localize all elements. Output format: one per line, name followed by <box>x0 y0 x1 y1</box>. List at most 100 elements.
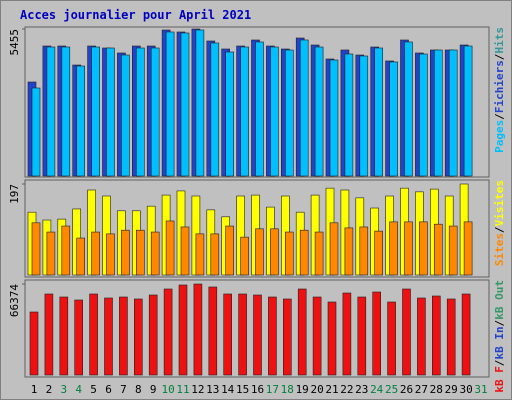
bar <box>165 220 175 276</box>
x-tick-label: 26 <box>400 383 413 396</box>
x-tick-label: 10 <box>161 383 174 396</box>
x-tick-label: 21 <box>325 383 338 396</box>
bar <box>404 41 413 177</box>
x-tick-label: 17 <box>266 383 279 396</box>
x-tick-label: 1 <box>31 383 38 396</box>
bar <box>104 297 113 376</box>
bar <box>255 228 264 276</box>
bar <box>282 298 292 376</box>
bar <box>210 233 220 276</box>
bar <box>284 231 294 276</box>
bar <box>268 296 277 376</box>
bar <box>238 293 247 376</box>
bar <box>76 65 85 177</box>
bar <box>89 293 98 376</box>
legend-entry: kB F <box>493 366 506 393</box>
bar <box>119 296 128 376</box>
x-tick-label: 4 <box>75 383 82 396</box>
bar <box>46 231 56 276</box>
bar <box>359 55 369 177</box>
x-tick-label: 6 <box>105 383 112 396</box>
x-tick-label: 25 <box>385 383 398 396</box>
bar <box>44 293 54 376</box>
bar <box>240 236 249 276</box>
bar <box>121 229 130 276</box>
bar <box>136 47 145 177</box>
bar <box>327 301 337 376</box>
bar <box>106 47 115 177</box>
bar <box>148 294 158 376</box>
legend: Pages/Fichiers/Hits <box>493 27 506 153</box>
bar <box>255 41 264 177</box>
bar <box>357 296 367 376</box>
x-tick-label: 3 <box>60 383 67 396</box>
bar <box>61 225 71 276</box>
bar <box>61 46 71 177</box>
y-tick-label: 66374 <box>8 284 21 317</box>
bar <box>433 49 443 177</box>
legend-entry: Visites <box>493 180 506 226</box>
bar <box>29 311 39 376</box>
bar <box>463 45 473 177</box>
x-tick-label: 8 <box>135 383 142 396</box>
bar <box>165 31 175 177</box>
bar <box>270 46 279 177</box>
y-tick-label: 197 <box>8 184 21 204</box>
bar <box>210 42 220 177</box>
x-tick-label: 9 <box>150 383 157 396</box>
x-tick-label: 12 <box>191 383 204 396</box>
bar <box>223 293 232 376</box>
bar <box>461 293 471 376</box>
legend-separator: / <box>493 360 506 367</box>
legend-entry: Sites <box>493 233 506 266</box>
bar <box>299 39 309 177</box>
bar <box>46 46 56 177</box>
legend-separator: / <box>493 226 506 233</box>
chart-title: Acces journalier pour April 2021 <box>20 8 251 22</box>
x-tick-label: 11 <box>176 383 189 396</box>
x-tick-label: 19 <box>296 383 309 396</box>
x-tick-label: 28 <box>430 383 443 396</box>
x-tick-label: 23 <box>355 383 368 396</box>
bar <box>31 222 41 276</box>
bar <box>389 61 398 177</box>
x-tick-label: 24 <box>370 383 384 396</box>
bar <box>463 221 473 276</box>
bar <box>433 223 443 276</box>
bar <box>387 301 396 376</box>
bar <box>178 284 188 376</box>
bar <box>253 294 262 376</box>
bar <box>374 47 384 177</box>
y-tick-label: 5455 <box>8 29 21 56</box>
bar <box>359 226 369 276</box>
bar <box>372 291 382 376</box>
bar <box>225 51 234 177</box>
bar <box>270 228 279 276</box>
bar <box>193 283 203 376</box>
bar <box>344 227 354 276</box>
bar <box>195 233 205 276</box>
legend-entry: Pages <box>493 120 506 153</box>
bar <box>314 46 324 177</box>
bar <box>195 29 205 177</box>
x-tick-label: 13 <box>206 383 219 396</box>
bar <box>342 292 352 376</box>
bar <box>31 87 41 177</box>
x-tick-label: 22 <box>340 383 353 396</box>
bar <box>208 286 218 376</box>
x-tick-label: 30 <box>459 383 472 396</box>
bar <box>448 49 458 177</box>
x-tick-label: 14 <box>221 383 235 396</box>
bar <box>419 53 428 177</box>
bar <box>91 231 100 276</box>
bar <box>106 233 115 276</box>
bar <box>180 226 190 276</box>
bar <box>329 222 339 276</box>
legend-entry: kB In <box>493 326 506 359</box>
bar <box>419 221 428 276</box>
legend-entry: Fichiers <box>493 60 506 113</box>
bar <box>150 47 160 177</box>
bar <box>299 229 309 276</box>
bar <box>389 221 398 276</box>
bar <box>446 298 456 376</box>
